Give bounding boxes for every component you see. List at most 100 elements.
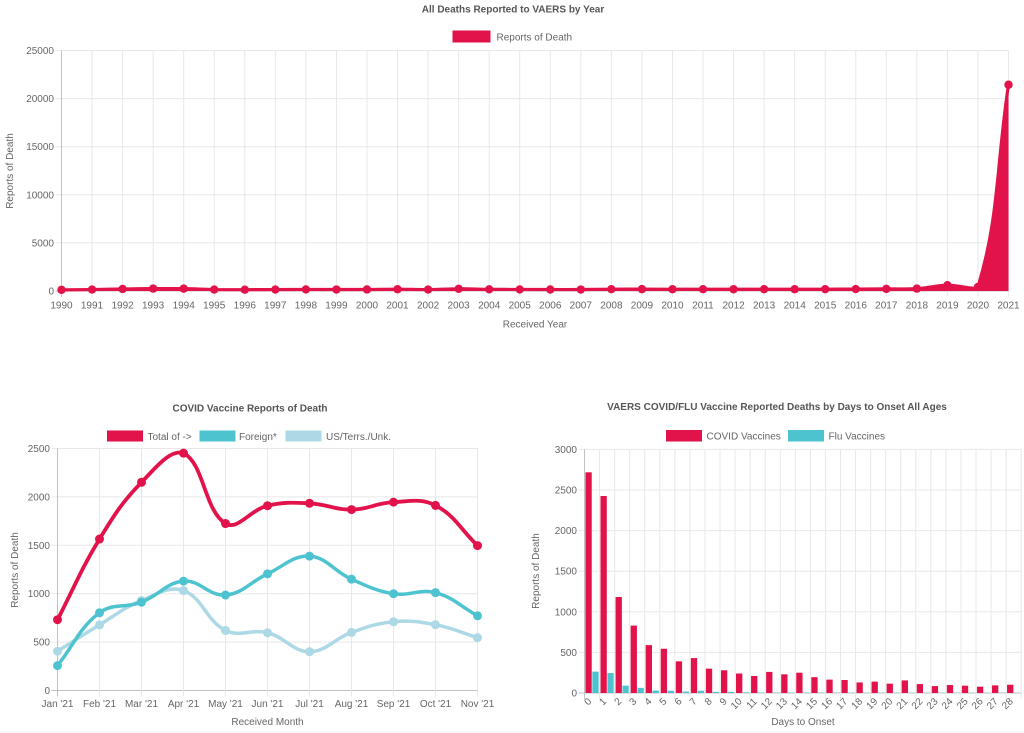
svg-text:1994: 1994 [173, 301, 196, 312]
svg-text:6: 6 [673, 696, 685, 708]
svg-text:US/Terrs./Unk.: US/Terrs./Unk. [326, 432, 391, 443]
svg-text:25: 25 [955, 696, 971, 712]
svg-text:Aug '21: Aug '21 [335, 699, 369, 710]
svg-text:Sep '21: Sep '21 [377, 699, 411, 710]
svg-text:Jul '21: Jul '21 [295, 699, 324, 710]
svg-text:2007: 2007 [570, 301, 593, 312]
svg-text:2003: 2003 [447, 301, 470, 312]
svg-text:0: 0 [44, 686, 50, 697]
svg-text:2019: 2019 [936, 301, 959, 312]
svg-text:1997: 1997 [264, 301, 287, 312]
svg-text:2000: 2000 [356, 301, 379, 312]
svg-text:Reports of Death: Reports of Death [10, 532, 21, 608]
svg-text:COVID Vaccine Reports of Death: COVID Vaccine Reports of Death [172, 404, 327, 415]
svg-text:0: 0 [571, 689, 577, 700]
svg-text:Apr '21: Apr '21 [168, 699, 200, 710]
svg-text:9: 9 [718, 696, 730, 708]
svg-text:2004: 2004 [478, 301, 501, 312]
svg-text:2: 2 [613, 696, 625, 708]
svg-text:12: 12 [759, 696, 775, 712]
svg-text:2006: 2006 [539, 301, 562, 312]
svg-text:23: 23 [925, 696, 941, 712]
svg-text:19: 19 [865, 696, 881, 712]
svg-text:1993: 1993 [142, 301, 165, 312]
svg-text:4: 4 [643, 696, 655, 708]
svg-text:1000: 1000 [28, 589, 51, 600]
svg-text:16: 16 [819, 696, 835, 712]
svg-text:15000: 15000 [26, 142, 54, 153]
svg-text:10: 10 [729, 696, 745, 712]
svg-text:Received Month: Received Month [231, 717, 303, 728]
svg-text:1999: 1999 [325, 301, 348, 312]
svg-text:2000: 2000 [28, 492, 51, 503]
svg-text:27: 27 [985, 696, 1001, 712]
svg-text:3000: 3000 [555, 445, 578, 456]
svg-text:Foreign*: Foreign* [239, 432, 277, 443]
svg-text:2000: 2000 [555, 526, 578, 537]
svg-text:2013: 2013 [753, 301, 776, 312]
svg-text:2015: 2015 [814, 301, 837, 312]
svg-text:24: 24 [940, 696, 956, 712]
svg-text:10000: 10000 [26, 190, 54, 201]
svg-text:Received Year: Received Year [503, 320, 568, 331]
svg-text:VAERS COVID/FLU Vaccine Report: VAERS COVID/FLU Vaccine Reported Deaths … [607, 402, 947, 413]
svg-text:2014: 2014 [784, 301, 807, 312]
svg-text:14: 14 [789, 696, 805, 712]
svg-text:1000: 1000 [555, 607, 578, 618]
svg-text:1998: 1998 [295, 301, 318, 312]
svg-text:2017: 2017 [875, 301, 898, 312]
svg-text:2012: 2012 [722, 301, 745, 312]
svg-text:20000: 20000 [26, 94, 54, 105]
svg-text:500: 500 [560, 648, 577, 659]
svg-text:Total of ->: Total of -> [148, 432, 192, 443]
svg-text:5000: 5000 [32, 238, 55, 249]
svg-text:Reports of Death: Reports of Death [5, 133, 16, 209]
svg-text:1991: 1991 [81, 301, 104, 312]
svg-text:Flu Vaccines: Flu Vaccines [829, 432, 886, 443]
svg-text:500: 500 [33, 638, 50, 649]
svg-text:22: 22 [910, 696, 926, 712]
svg-text:2020: 2020 [967, 301, 990, 312]
svg-text:18: 18 [850, 696, 866, 712]
svg-text:Mar '21: Mar '21 [125, 699, 158, 710]
svg-text:8: 8 [703, 696, 715, 708]
svg-text:2018: 2018 [906, 301, 929, 312]
svg-text:2002: 2002 [417, 301, 440, 312]
svg-text:1500: 1500 [28, 541, 51, 552]
svg-text:7: 7 [688, 696, 700, 708]
svg-text:11: 11 [745, 696, 760, 711]
svg-text:Jun '21: Jun '21 [252, 699, 284, 710]
svg-text:21: 21 [895, 696, 911, 712]
svg-text:2011: 2011 [692, 301, 714, 312]
svg-text:1990: 1990 [50, 301, 73, 312]
svg-text:Days to Onset: Days to Onset [771, 717, 835, 728]
svg-text:2500: 2500 [555, 486, 578, 497]
svg-text:0: 0 [582, 696, 594, 708]
svg-text:COVID Vaccines: COVID Vaccines [707, 432, 781, 443]
svg-text:2001: 2001 [386, 301, 409, 312]
svg-text:All Deaths Reported to VAERS b: All Deaths Reported to VAERS by Year [422, 5, 605, 16]
svg-text:Jan '21: Jan '21 [42, 699, 74, 710]
svg-text:3: 3 [628, 696, 640, 708]
svg-text:5: 5 [658, 696, 670, 708]
svg-text:2005: 2005 [509, 301, 532, 312]
svg-text:Reports of Death: Reports of Death [497, 33, 573, 44]
svg-text:13: 13 [774, 696, 790, 712]
svg-text:Nov '21: Nov '21 [461, 699, 495, 710]
svg-text:25000: 25000 [26, 46, 54, 57]
svg-text:2009: 2009 [631, 301, 654, 312]
svg-text:2008: 2008 [600, 301, 623, 312]
svg-text:17: 17 [835, 696, 851, 712]
svg-text:1992: 1992 [111, 301, 134, 312]
svg-text:2021: 2021 [997, 301, 1020, 312]
svg-text:1: 1 [597, 696, 609, 708]
svg-text:1995: 1995 [203, 301, 226, 312]
svg-text:26: 26 [970, 696, 986, 712]
svg-text:2500: 2500 [28, 444, 51, 455]
svg-text:1996: 1996 [234, 301, 257, 312]
svg-text:2016: 2016 [845, 301, 868, 312]
svg-text:May '21: May '21 [208, 699, 243, 710]
svg-text:2010: 2010 [661, 301, 684, 312]
svg-text:Oct '21: Oct '21 [420, 699, 452, 710]
svg-text:15: 15 [804, 696, 820, 712]
